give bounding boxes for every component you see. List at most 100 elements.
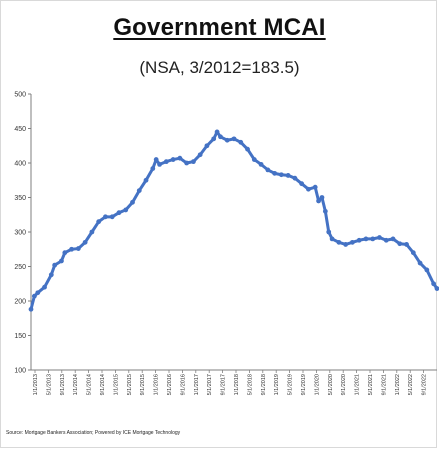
data-point [363, 236, 369, 242]
data-point [245, 146, 250, 152]
data-point [184, 160, 190, 166]
data-point [326, 229, 332, 235]
data-point [48, 272, 54, 278]
y-tick-label: 250 [14, 264, 26, 271]
data-point [31, 293, 37, 299]
data-point [28, 306, 34, 312]
y-tick-label: 400 [14, 161, 26, 168]
data-point [35, 290, 41, 296]
x-tick-label: 1/1/2018 [234, 374, 240, 395]
data-point [319, 195, 325, 200]
data-point [424, 267, 430, 273]
data-point [96, 219, 102, 225]
data-point [116, 210, 122, 216]
data-point [177, 155, 183, 161]
x-tick-label: 1/1/2014 [73, 374, 79, 395]
data-point [136, 188, 142, 194]
data-point [204, 143, 210, 149]
series-line [29, 130, 439, 311]
data-point [272, 170, 277, 176]
data-point [191, 159, 196, 165]
chart-source-note: Source: Mortgage Bankers Association; Po… [6, 430, 181, 436]
data-point [370, 236, 376, 242]
data-point [265, 167, 271, 173]
y-tick-label: 450 [14, 126, 26, 133]
data-point [306, 186, 311, 192]
data-point [218, 134, 223, 140]
data-point [431, 281, 437, 287]
series-line-group [28, 129, 439, 312]
data-point [224, 137, 230, 143]
data-point [163, 159, 169, 165]
data-point [42, 284, 47, 290]
data-point [350, 239, 355, 245]
data-point [377, 235, 382, 240]
x-tick-label: 1/1/2019 [274, 374, 280, 395]
chart-title-text: Government MCAI [113, 14, 326, 41]
data-point [285, 173, 291, 178]
data-point [356, 237, 362, 243]
data-point [150, 166, 156, 171]
data-point [59, 258, 64, 264]
data-point [75, 246, 81, 251]
data-point [336, 239, 342, 245]
x-tick-label: 5/1/2016 [167, 374, 173, 395]
data-point [143, 177, 149, 183]
x-tick-label: 5/1/2019 [288, 374, 294, 395]
x-tick-label: 9/1/2021 [381, 374, 387, 395]
data-point [157, 161, 162, 167]
x-tick-label: 5/1/2017 [207, 374, 213, 395]
data-point [123, 207, 129, 213]
data-point [211, 136, 217, 142]
data-point [130, 199, 135, 205]
data-point [383, 237, 389, 243]
x-tick-label: 9/1/2013 [60, 374, 66, 395]
data-point [197, 152, 203, 158]
x-tick-label: 5/1/2018 [247, 374, 253, 395]
y-tick-label: 500 [14, 92, 26, 99]
data-point [231, 136, 237, 142]
data-point [103, 214, 108, 220]
x-tick-label: 5/1/2022 [408, 374, 414, 395]
data-point [343, 242, 349, 247]
x-tick-label: 1/1/2013 [33, 374, 39, 395]
data-point [278, 172, 284, 178]
x-tick-label: 5/1/2013 [46, 374, 52, 395]
data-point [170, 157, 176, 162]
x-tick-label: 9/1/2014 [100, 374, 106, 395]
data-point [82, 239, 88, 245]
x-tick-label: 5/1/2015 [127, 374, 133, 395]
x-tick-label: 1/1/2020 [314, 374, 320, 395]
x-tick-label: 9/1/2016 [180, 374, 186, 395]
y-axis: 100 150 200 250 300 350 400 450 500 [14, 92, 32, 375]
x-tick-label: 5/1/2020 [328, 374, 334, 395]
chart-title: Government MCAI [0, 14, 439, 42]
x-tick-label: 9/1/2017 [221, 374, 227, 395]
x-tick-label: 9/1/2015 [140, 374, 146, 395]
data-point [316, 198, 321, 204]
y-tick-label: 300 [14, 230, 26, 237]
data-point [312, 184, 318, 190]
data-point [109, 214, 115, 220]
data-point [251, 157, 257, 162]
data-point [322, 208, 328, 214]
x-tick-label: 9/1/2019 [301, 374, 307, 395]
data-point [404, 242, 409, 247]
x-tick-label: 1/1/2016 [154, 374, 160, 395]
x-tick-label: 9/1/2020 [341, 374, 347, 395]
data-point [258, 161, 264, 167]
data-point [410, 250, 416, 256]
x-axis: 1/1/2013 5/1/2013 9/1/2013 1/1/2014 5/1/2014… [31, 369, 437, 395]
data-point [397, 241, 403, 247]
x-tick-label: 1/1/2017 [194, 374, 200, 395]
data-point [238, 139, 244, 145]
y-tick-label: 200 [14, 299, 26, 306]
data-point [62, 250, 68, 256]
data-point [299, 181, 305, 187]
x-tick-label: 5/1/2014 [87, 374, 93, 395]
x-tick-label: 1/1/2022 [395, 374, 401, 395]
data-point [292, 175, 298, 181]
x-tick-label: 1/1/2015 [113, 374, 119, 395]
data-point [417, 260, 423, 266]
